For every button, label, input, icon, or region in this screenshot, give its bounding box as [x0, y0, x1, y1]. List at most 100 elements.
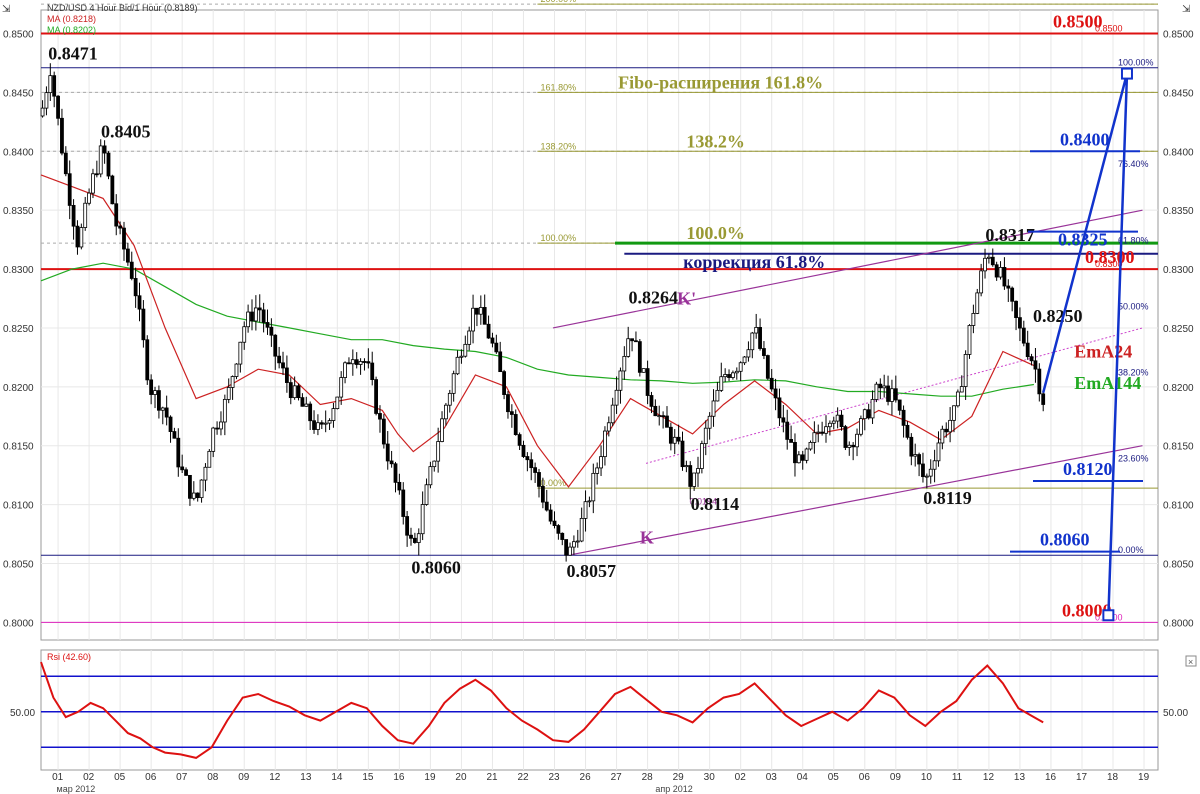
candle-bull [420, 504, 425, 535]
candle-bear [680, 440, 685, 468]
price-annotation: 0.8114 [691, 494, 740, 514]
candle-bull [350, 359, 355, 365]
projection-point [1120, 67, 1133, 80]
projection-point [1102, 609, 1115, 622]
y-tick-left: 0.8050 [3, 559, 34, 570]
candle-bull [734, 370, 739, 374]
candle-bear [157, 390, 161, 411]
x-tick: 22 [517, 772, 529, 783]
candle-bear [137, 295, 142, 310]
candle-bear [944, 428, 949, 433]
candle-bear [765, 355, 770, 379]
candle-bear [490, 337, 495, 344]
candle-bear [308, 403, 313, 422]
candle-bear [645, 368, 650, 396]
x-tick: 18 [1107, 772, 1119, 783]
y-tick-left: 0.8000 [3, 618, 34, 629]
y-tick-right: 0.8250 [1163, 324, 1194, 335]
price-annotation: 0.8405 [101, 121, 151, 141]
candle-bear [529, 459, 534, 469]
candle-bear [688, 465, 693, 487]
candle-bear [506, 394, 510, 413]
candle-bear [769, 377, 774, 390]
y-tick-left: 0.8500 [3, 30, 34, 41]
candle-bear [921, 463, 925, 478]
candle-bear [269, 326, 274, 336]
candle-bull [703, 427, 708, 445]
candle-bull [808, 442, 813, 450]
target-level-label: 0.8300 [1085, 247, 1135, 267]
channel-upper-label: K' [677, 288, 696, 308]
candle-bear [1033, 360, 1038, 370]
x-tick: 17 [1076, 772, 1088, 783]
fibo-extension-pct: 100.00% [541, 233, 577, 243]
candle-bull [913, 454, 918, 457]
candle-bear [129, 261, 134, 279]
target-level-label: 0.8250 [1033, 306, 1083, 326]
candle-bear [509, 411, 514, 415]
candle-bear [773, 388, 778, 399]
candle-bull [87, 192, 91, 204]
candle-bear [63, 152, 68, 175]
candle-bull [796, 454, 801, 464]
fib-small-label: 0.0194 [689, 497, 717, 507]
x-tick: 21 [486, 772, 498, 783]
x-tick: 30 [704, 772, 716, 783]
candle-bear [312, 420, 316, 430]
candle-bear [122, 227, 126, 250]
candle-bear [630, 338, 634, 342]
candle-bear [412, 537, 417, 543]
x-tick: 05 [114, 772, 126, 783]
candle-bull [572, 541, 576, 548]
candle-bear [727, 374, 731, 378]
candle-bear [897, 399, 902, 411]
candle-bear [1006, 285, 1011, 289]
candle-bear [482, 307, 487, 325]
candle-bull [824, 426, 828, 434]
candle-bear [494, 342, 499, 353]
y-tick-left: 0.8350 [3, 206, 34, 217]
channel-upper-line [552, 209, 1143, 329]
candle-bear [265, 322, 270, 328]
candle-bear [502, 371, 506, 395]
candle-bear [145, 339, 150, 381]
candle-bull [707, 415, 712, 429]
fibo-retracement-pct: 61.80% [1118, 236, 1149, 246]
candle-bull [618, 370, 623, 391]
candle-bear [281, 362, 285, 369]
window-resize-icon: ⇲ [1182, 4, 1190, 15]
candle-bear [393, 463, 398, 483]
candle-bull [847, 444, 852, 448]
fibo-extension-pct: 0.00% [541, 478, 567, 488]
close-icon: × [1188, 657, 1193, 667]
candle-bull [416, 533, 421, 543]
candle-bull [622, 355, 627, 372]
candle-bull [459, 355, 464, 358]
candle-bear [851, 444, 856, 448]
candle-bear [176, 437, 181, 468]
candle-bear [1029, 356, 1034, 362]
candle-bull [719, 376, 724, 391]
rsi-title: Rsi (42.60) [47, 652, 91, 662]
candle-bear [800, 454, 805, 461]
candle-bull [432, 460, 437, 468]
candle-bull [304, 403, 309, 407]
candle-bull [831, 420, 836, 424]
candle-bull [626, 338, 631, 357]
candle-bull [952, 405, 956, 421]
x-tick: 23 [549, 772, 561, 783]
x-tick: 16 [393, 772, 405, 783]
x-tick: 12 [983, 772, 995, 783]
candle-bull [723, 374, 728, 378]
x-tick: 16 [1045, 772, 1057, 783]
price-annotation: 0.8264 [629, 287, 679, 307]
candle-bull [804, 448, 809, 461]
candle-bear [354, 359, 359, 365]
candle-bull [657, 415, 662, 418]
candle-bear [381, 418, 386, 445]
candle-bull [467, 330, 472, 345]
candle-bear [878, 383, 883, 389]
candle-bull [750, 332, 755, 351]
candle-bull [436, 441, 441, 462]
